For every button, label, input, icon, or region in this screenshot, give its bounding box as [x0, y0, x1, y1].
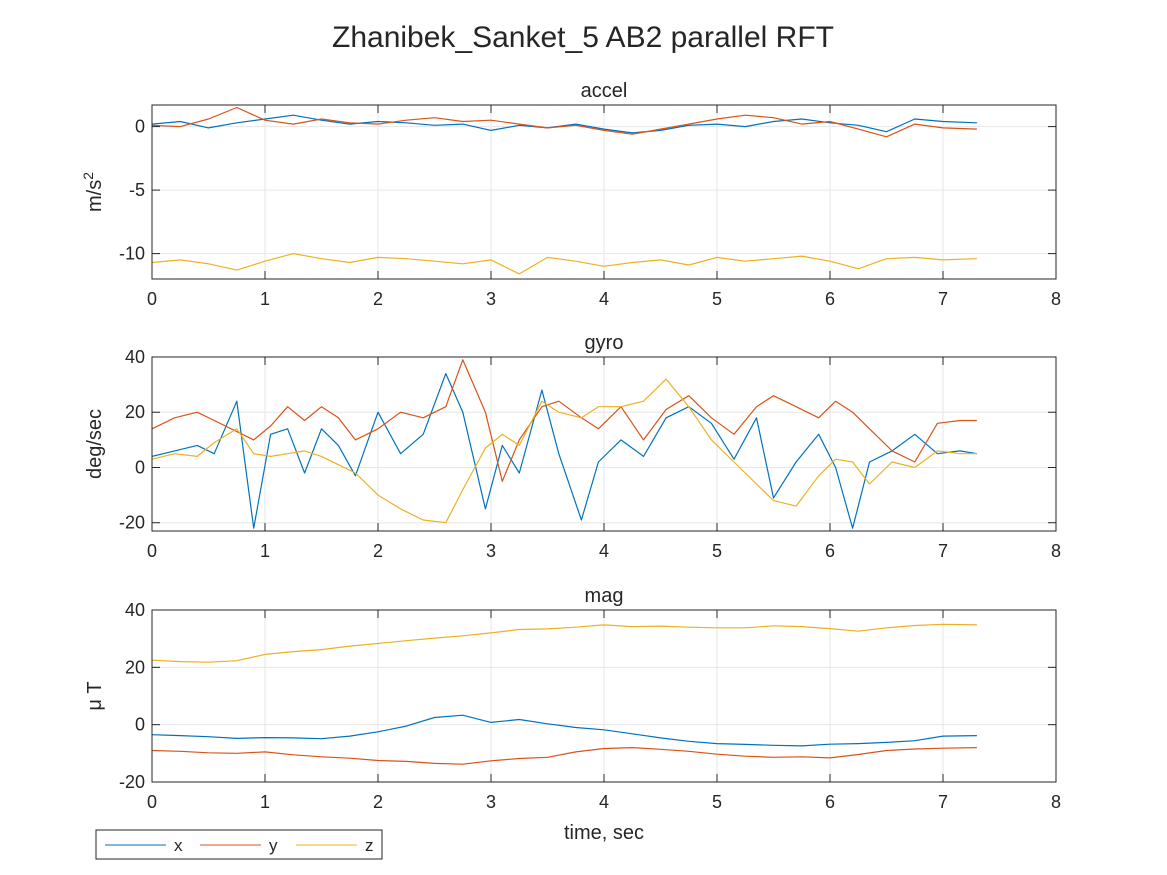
y-tick-label-mag-20: 20	[125, 657, 145, 677]
y-tick-label-mag-40: 40	[125, 600, 145, 620]
y-tick-label-mag-0: 0	[135, 715, 145, 735]
series-line-accel-y	[152, 106, 977, 138]
series-line-mag-x	[152, 714, 977, 747]
x-tick-label-accel-5: 5	[712, 289, 722, 309]
y-tick-label-gyro-20: 20	[125, 402, 145, 422]
series-line-gyro-z	[152, 378, 977, 524]
x-tick-label-mag-3: 3	[486, 792, 496, 812]
x-tick-label-accel-8: 8	[1051, 289, 1061, 309]
subplot-title-accel: accel	[581, 80, 628, 102]
x-tick-label-mag-6: 6	[825, 792, 835, 812]
legend-label-y: y	[269, 836, 278, 855]
x-tick-label-gyro-1: 1	[260, 541, 270, 561]
series-line-gyro-y	[152, 359, 977, 482]
x-axis-label: time, sec	[564, 822, 644, 844]
x-tick-label-mag-4: 4	[599, 792, 609, 812]
x-tick-label-accel-2: 2	[373, 289, 383, 309]
y-tick-label-accel--5: -5	[129, 180, 145, 200]
y-tick-label-gyro--20: -20	[119, 513, 145, 533]
x-tick-label-gyro-2: 2	[373, 541, 383, 561]
x-tick-label-accel-4: 4	[599, 289, 609, 309]
x-tick-label-mag-8: 8	[1051, 792, 1061, 812]
y-tick-label-accel-0: 0	[135, 117, 145, 137]
y-axis-label-superscript-accel: 2	[80, 172, 96, 180]
y-tick-label-gyro-0: 0	[135, 457, 145, 477]
x-tick-label-gyro-8: 8	[1051, 541, 1061, 561]
x-tick-label-gyro-6: 6	[825, 541, 835, 561]
y-tick-label-accel--10: -10	[119, 244, 145, 264]
y-tick-label-mag--20: -20	[119, 772, 145, 792]
legend-label-x: x	[174, 836, 183, 855]
x-tick-label-accel-0: 0	[147, 289, 157, 309]
series-line-accel-z	[152, 253, 977, 275]
x-tick-label-mag-7: 7	[938, 792, 948, 812]
x-tick-label-gyro-7: 7	[938, 541, 948, 561]
series-line-mag-y	[152, 746, 977, 765]
y-axis-label-mag: μ T	[84, 681, 106, 710]
x-tick-label-accel-3: 3	[486, 289, 496, 309]
x-tick-label-mag-5: 5	[712, 792, 722, 812]
x-tick-label-mag-1: 1	[260, 792, 270, 812]
subplot-title-mag: mag	[585, 585, 624, 607]
x-tick-label-gyro-0: 0	[147, 541, 157, 561]
figure-title: Zhanibek_Sanket_5 AB2 parallel RFT	[332, 21, 834, 54]
x-tick-label-gyro-3: 3	[486, 541, 496, 561]
legend: x y z	[95, 829, 383, 860]
legend-label-z: z	[365, 836, 374, 855]
x-tick-label-gyro-4: 4	[599, 541, 609, 561]
series-line-mag-z	[152, 623, 977, 663]
y-axis-label-gyro: deg/sec	[84, 409, 106, 479]
y-tick-label-gyro-40: 40	[125, 347, 145, 367]
x-tick-label-mag-2: 2	[373, 792, 383, 812]
subplot-title-gyro: gyro	[585, 332, 624, 354]
series-line-gyro-x	[152, 373, 977, 529]
x-tick-label-gyro-5: 5	[712, 541, 722, 561]
x-tick-label-accel-1: 1	[260, 289, 270, 309]
x-tick-label-mag-0: 0	[147, 792, 157, 812]
x-tick-label-accel-7: 7	[938, 289, 948, 309]
x-tick-label-accel-6: 6	[825, 289, 835, 309]
